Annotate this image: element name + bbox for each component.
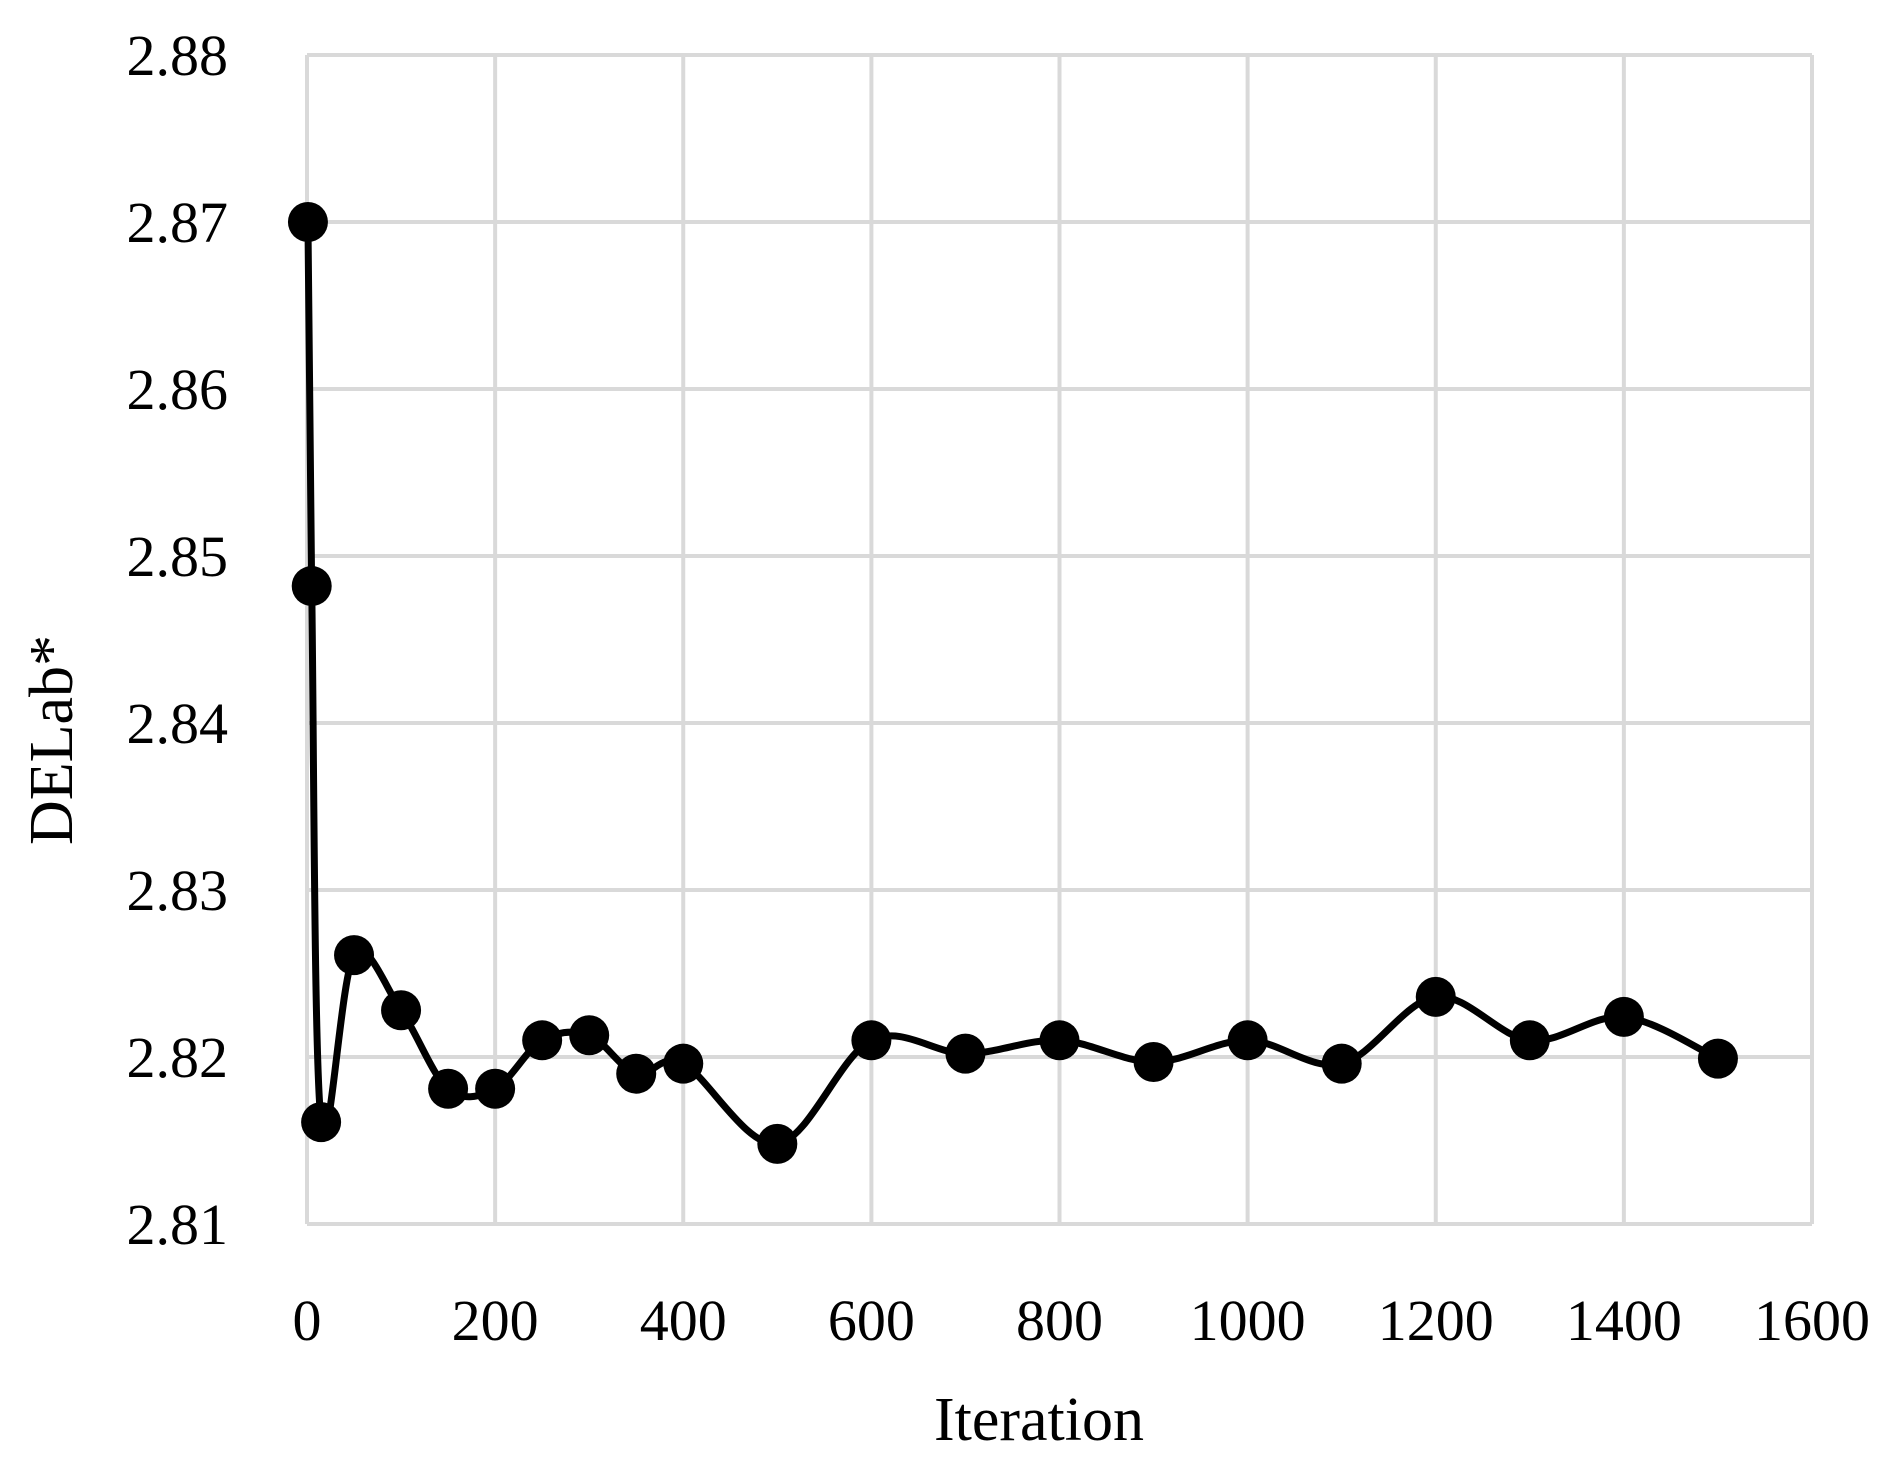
x-axis-ticks: 0 200 400 600 800 1000 1200 1400 1600	[293, 1288, 1871, 1353]
data-point	[334, 935, 375, 976]
data-point	[616, 1053, 657, 1094]
data-point	[291, 566, 332, 607]
data-point	[569, 1015, 610, 1056]
data-point	[851, 1020, 892, 1061]
series-line	[304, 221, 1720, 1148]
x-axis-title: Iteration	[934, 1386, 1144, 1454]
data-point	[663, 1043, 704, 1084]
y-tick-label: 2.85	[127, 524, 229, 589]
data-point	[945, 1033, 986, 1074]
data-point	[1039, 1020, 1080, 1061]
x-tick-label: 400	[640, 1288, 727, 1353]
x-tick-label: 200	[452, 1288, 539, 1353]
data-point	[1321, 1043, 1362, 1084]
y-tick-label: 2.82	[127, 1025, 229, 1090]
y-axis-title: DELab*	[18, 635, 86, 845]
x-tick-label: 1200	[1378, 1288, 1494, 1353]
x-tick-label: 1600	[1754, 1288, 1870, 1353]
x-tick-label: 0	[293, 1288, 322, 1353]
y-tick-label: 2.83	[127, 858, 229, 923]
data-point	[1603, 996, 1644, 1037]
data-point	[1133, 1042, 1174, 1083]
data-point	[287, 202, 328, 242]
data-point	[301, 1102, 342, 1143]
data-point	[381, 990, 422, 1031]
y-axis-ticks: 2.81 2.82 2.83 2.84 2.85 2.86 2.87 2.88	[127, 23, 229, 1257]
y-tick-label: 2.86	[127, 357, 229, 422]
data-point	[1415, 976, 1456, 1017]
data-series	[287, 202, 1738, 1164]
y-tick-label: 2.84	[127, 691, 229, 756]
y-tick-label: 2.87	[127, 190, 229, 255]
data-point	[1509, 1020, 1550, 1061]
data-point	[1227, 1020, 1268, 1061]
data-point	[428, 1068, 469, 1109]
x-tick-label: 800	[1016, 1288, 1103, 1353]
data-point	[522, 1020, 563, 1061]
x-tick-label: 1000	[1190, 1288, 1306, 1353]
data-point	[757, 1123, 798, 1164]
x-tick-label: 1400	[1566, 1288, 1682, 1353]
data-point	[475, 1068, 516, 1109]
y-tick-label: 2.88	[127, 23, 229, 88]
data-point	[1697, 1038, 1738, 1079]
x-tick-label: 600	[828, 1288, 915, 1353]
y-tick-label: 2.81	[127, 1192, 229, 1257]
